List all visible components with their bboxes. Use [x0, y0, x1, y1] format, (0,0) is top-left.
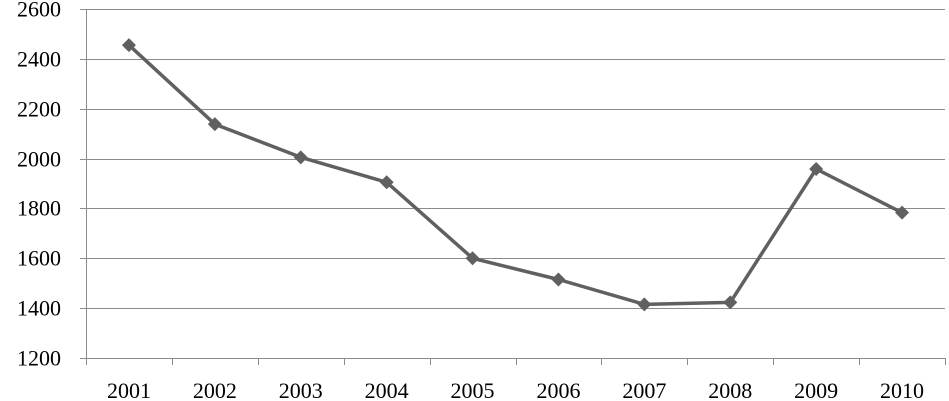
y-tick-label: 1400: [17, 296, 61, 321]
y-tick-label: 2000: [17, 147, 61, 172]
y-tick-label: 1800: [17, 196, 61, 221]
gridlines: [86, 9, 945, 359]
data-point-2010: [895, 205, 910, 220]
x-tick-label: 2001: [107, 378, 151, 401]
x-tick-label: 2003: [279, 378, 323, 401]
x-tick-label: 2010: [880, 378, 924, 401]
x-tick-label: 2002: [193, 378, 237, 401]
x-tick-label: 2006: [536, 378, 580, 401]
series-line: [127, 43, 904, 307]
y-tick-label: 1600: [17, 246, 61, 271]
y-tick-label: 2200: [17, 97, 61, 122]
axes: [80, 9, 946, 365]
data-point-2002: [207, 117, 222, 132]
x-tick-label: 2009: [794, 378, 838, 401]
series-plot: [121, 38, 910, 312]
data-point-2008: [723, 295, 738, 310]
data-point-2003: [293, 150, 308, 165]
y-tick-label: 2600: [17, 0, 61, 22]
y-tick-label: 1200: [17, 346, 61, 371]
y-tick-labels: 1200 1400 1600 1800 2000 2200 2400 2600: [17, 0, 61, 371]
data-point-2009: [809, 162, 824, 177]
data-point-2005: [465, 251, 480, 266]
data-point-2006: [551, 272, 566, 287]
y-tick-label: 2400: [17, 47, 61, 72]
data-point-2001: [121, 38, 136, 53]
data-point-2007: [637, 297, 652, 312]
x-tick-label: 2004: [365, 378, 409, 401]
x-tick-label: 2008: [708, 378, 752, 401]
x-tick-label: 2007: [622, 378, 666, 401]
x-tick-label: 2005: [451, 378, 495, 401]
data-point-2004: [379, 175, 394, 190]
x-tick-labels: 2001 2002 2003 2004 2005 2006 2007 2008 2009 2010: [107, 378, 924, 401]
